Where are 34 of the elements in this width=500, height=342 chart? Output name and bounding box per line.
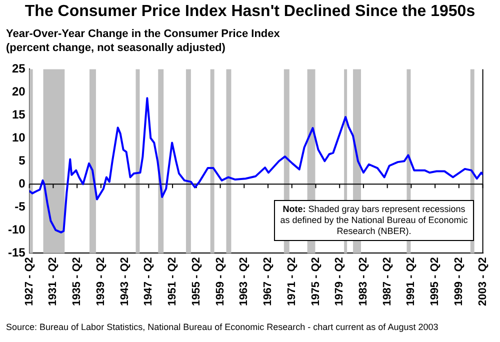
x-tick-label: 2003 - Q2 [476, 257, 489, 306]
x-tick-label: 1995 - Q2 [429, 257, 442, 306]
chart-title: The Consumer Price Index Hasn't Declined Since the 1950s [24, 3, 476, 21]
y-tick-label: 10 [12, 130, 26, 144]
x-tick-label: 1991 - Q2 [405, 257, 418, 306]
x-tick-label: 1943 - Q2 [118, 257, 131, 306]
x-tick-label: 1947 - Q2 [142, 257, 155, 306]
x-tick-label: 1951 - Q2 [166, 257, 179, 306]
x-tick-label: 1967 - Q2 [262, 257, 274, 306]
x-tick-label: 1963 - Q2 [238, 257, 250, 306]
y-tick-label: 15 [12, 107, 26, 122]
x-tick-label: 1979 - Q2 [334, 257, 346, 306]
annotation: Note: Shaded gray bars represent recessions as defined by the National Bureau of Economic Research (NBER). [274, 200, 474, 241]
y-tick-label: 20 [12, 84, 26, 98]
y-tick-label: -15 [8, 245, 26, 260]
x-tick-label: 1931 - Q2 [47, 257, 60, 306]
x-tick-label: 1983 - Q2 [358, 257, 370, 306]
x-tick-label: 1935 - Q2 [71, 257, 84, 306]
y-tick-label: -5 [14, 199, 26, 214]
y-tick-label: 0 [18, 176, 26, 190]
x-tick-label: 1975 - Q2 [310, 257, 322, 306]
x-tick-label: 1999 - Q2 [452, 257, 465, 306]
x-tick-label: 1939 - Q2 [94, 257, 107, 306]
x-tick-label: 1955 - Q2 [190, 257, 202, 306]
y-tick-label: -10 [8, 222, 26, 236]
y-tick-label: 25 [12, 62, 26, 76]
x-tick-label: 1971 - Q2 [286, 257, 298, 306]
x-tick-label: 1987 - Q2 [381, 257, 394, 306]
y-tick-label: 5 [18, 153, 26, 168]
source-note: Source: Bureau of Labor Statistics, National Bureau of Economic Research - chart current as of August 2003 [6, 322, 438, 332]
x-tick-label: 1959 - Q2 [214, 257, 226, 306]
chart-subtitle: Year-Over-Year Change in the Consumer Price Index [6, 28, 280, 40]
y-axis-title: (percent change, not seasonally adjusted) [6, 42, 226, 54]
x-tick-label: 1927 - Q2 [23, 257, 36, 306]
